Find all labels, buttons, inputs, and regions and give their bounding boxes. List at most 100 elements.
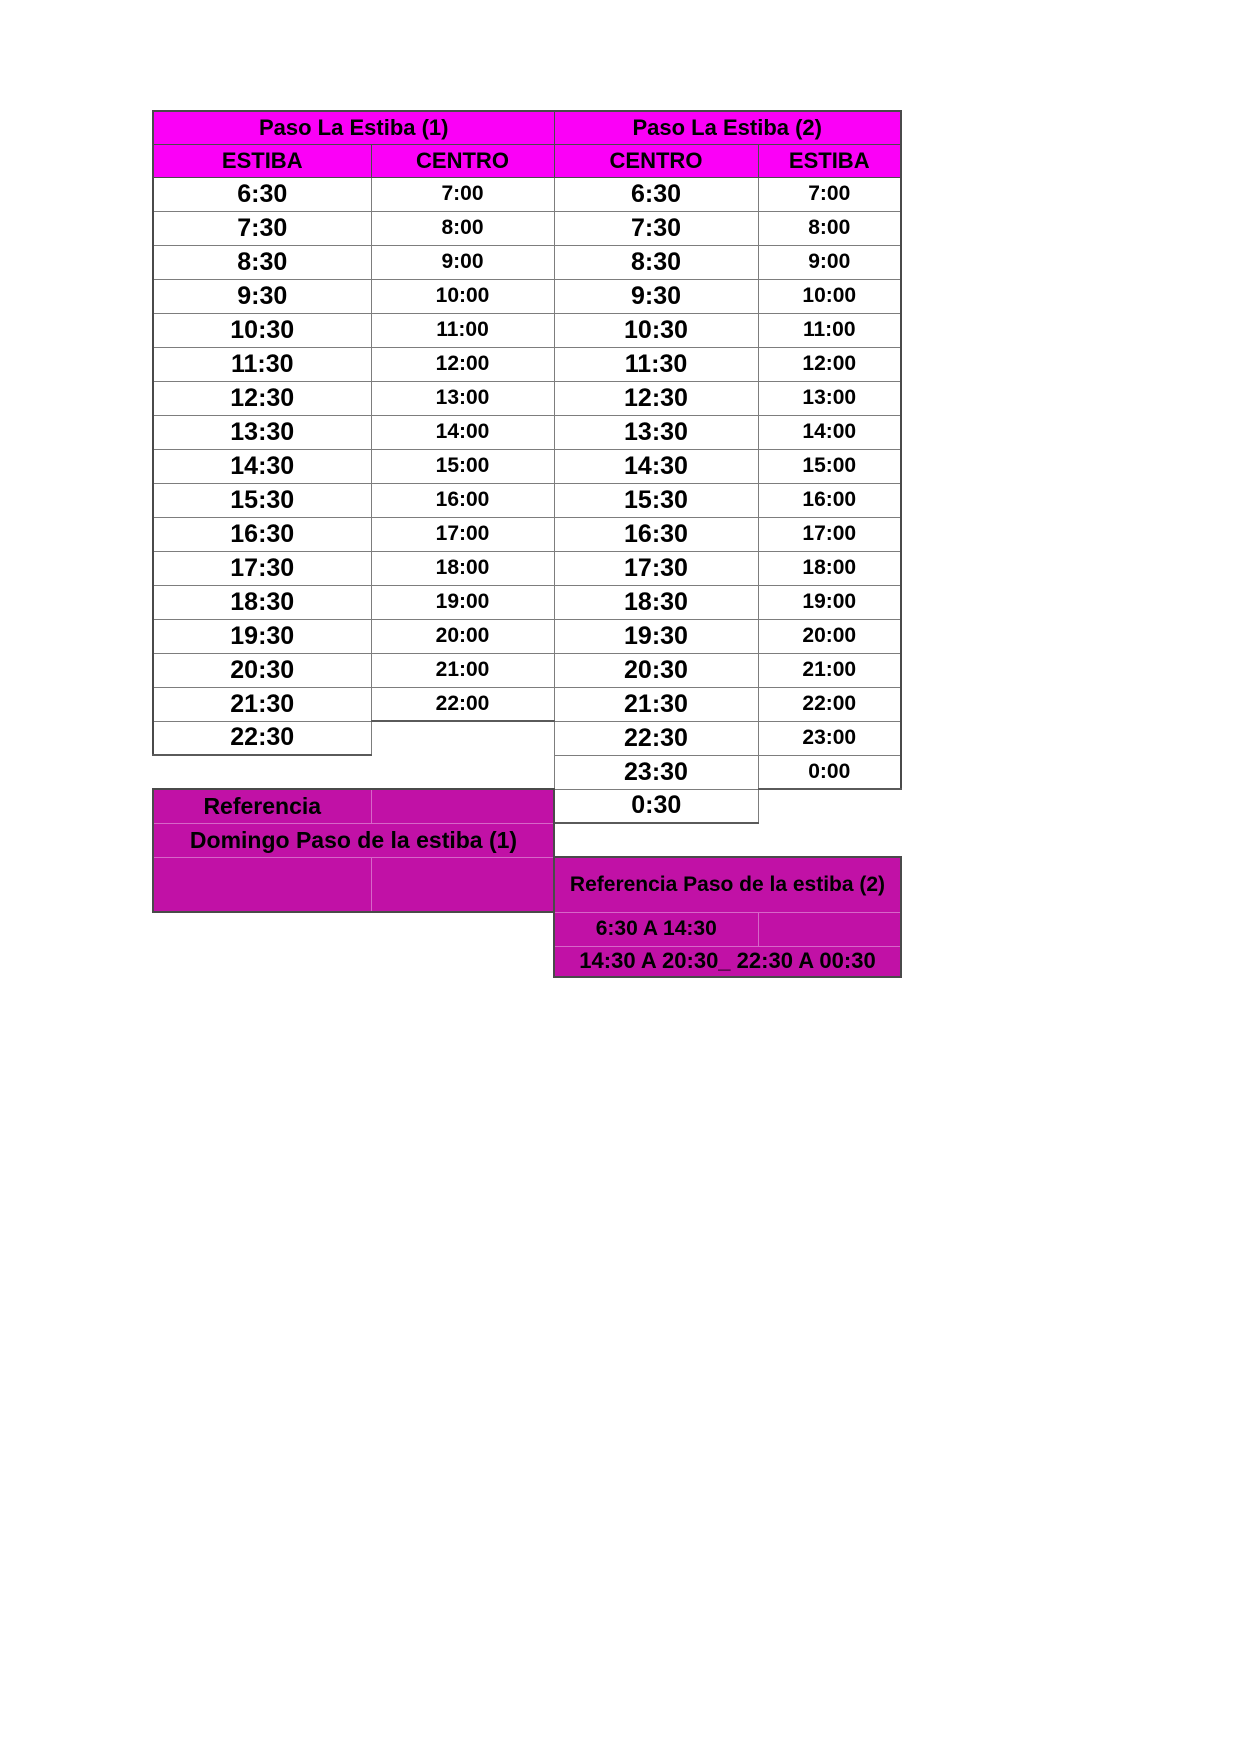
empty-cell — [371, 755, 554, 789]
time-cell: 18:30 — [152, 584, 372, 620]
time-cell: 9:30 — [553, 278, 759, 314]
time-cell: 17:30 — [553, 550, 759, 586]
empty-cell — [153, 912, 554, 946]
time-cell: 22:00 — [370, 686, 555, 722]
table-row: 7:30 8:00 7:30 8:00 — [152, 210, 902, 246]
time-cell: 8:30 — [553, 244, 759, 280]
column-header-row: ESTIBA CENTRO CENTRO ESTIBA — [152, 143, 902, 178]
time-cell: 7:00 — [370, 176, 555, 212]
referencia-2-empty-cell — [757, 911, 902, 947]
schedule-header: Paso La Estiba (1) Paso La Estiba (2) ES… — [152, 110, 902, 178]
time-cell: 14:30 — [152, 448, 372, 484]
table-row: 14:30 A 20:30_ 22:30 A 00:30 — [153, 945, 902, 978]
table-row: 20:30 21:00 20:30 21:00 — [152, 652, 902, 688]
empty-cell — [758, 789, 901, 823]
footer-rows: Referencia 0:30 Domingo Paso de la estib… — [152, 788, 902, 978]
time-cell: 17:00 — [370, 516, 555, 552]
time-cell: 6:30 — [553, 176, 759, 212]
referencia-2-row1: 6:30 A 14:30 — [553, 911, 759, 947]
time-cell: 9:30 — [152, 278, 372, 314]
time-cell: 18:00 — [370, 550, 555, 586]
time-cell: 10:30 — [152, 312, 372, 348]
time-cell: 7:30 — [152, 210, 372, 246]
time-cell: 12:30 — [152, 380, 372, 416]
time-cell: 14:30 — [553, 448, 759, 484]
empty-cell — [371, 721, 554, 755]
table-row: 6:30 7:00 6:30 7:00 — [152, 176, 902, 212]
time-cell: 16:30 — [553, 516, 759, 552]
referencia-1-empty-cell — [152, 856, 372, 913]
time-cell: 22:30 — [553, 720, 759, 756]
time-cell: 8:00 — [757, 210, 902, 246]
column-header-centro-2: CENTRO — [553, 143, 759, 178]
column-header-estiba-1: ESTIBA — [152, 143, 372, 178]
time-cell: 19:30 — [553, 618, 759, 654]
table-row: 23:30 0:00 — [153, 754, 902, 790]
table-row: 22:30 22:30 23:00 — [152, 720, 902, 756]
time-cell: 11:00 — [757, 312, 902, 348]
time-cell: 15:00 — [370, 448, 555, 484]
time-cell: 13:00 — [370, 380, 555, 416]
table-row: 14:30 15:00 14:30 15:00 — [152, 448, 902, 484]
referencia-2-row2: 14:30 A 20:30_ 22:30 A 00:30 — [553, 945, 902, 978]
table-row: 6:30 A 14:30 — [153, 911, 902, 947]
time-cell: 10:00 — [370, 278, 555, 314]
referencia-1-subtitle: Domingo Paso de la estiba (1) — [152, 822, 555, 858]
column-header-centro-1: CENTRO — [370, 143, 555, 178]
referencia-2-title: Referencia Paso de la estiba (2) — [553, 856, 902, 913]
time-cell: 22:30 — [152, 720, 372, 756]
time-cell: 14:00 — [757, 414, 902, 450]
time-cell: 13:30 — [553, 414, 759, 450]
time-cell: 23:00 — [757, 720, 902, 756]
table-row: 16:30 17:00 16:30 17:00 — [152, 516, 902, 552]
schedule-table: Paso La Estiba (1) Paso La Estiba (2) ES… — [152, 110, 902, 978]
time-cell: 11:30 — [152, 346, 372, 382]
time-cell: 23:30 — [553, 754, 759, 790]
time-cell: 19:30 — [152, 618, 372, 654]
time-cell: 13:00 — [757, 380, 902, 416]
table-row: 13:30 14:00 13:30 14:00 — [152, 414, 902, 450]
table-row: Domingo Paso de la estiba (1) — [152, 822, 901, 858]
time-cell: 20:30 — [152, 652, 372, 688]
time-cell: 17:30 — [152, 550, 372, 586]
time-cell: 20:30 — [553, 652, 759, 688]
time-cell: 11:00 — [370, 312, 555, 348]
referencia-1-title: Referencia — [152, 788, 372, 824]
time-cell: 7:30 — [553, 210, 759, 246]
time-cell: 16:00 — [370, 482, 555, 518]
time-cell: 15:30 — [152, 482, 372, 518]
time-cell: 15:00 — [757, 448, 902, 484]
column-header-estiba-2: ESTIBA — [757, 143, 902, 178]
table-row: 21:30 22:00 21:30 22:00 — [152, 686, 902, 722]
time-cell: 22:00 — [757, 686, 902, 722]
time-cell: 20:00 — [757, 618, 902, 654]
time-cell: 21:00 — [370, 652, 555, 688]
table-row: Referencia Paso de la estiba (2) — [152, 856, 902, 913]
group-header-row: Paso La Estiba (1) Paso La Estiba (2) — [152, 110, 902, 145]
time-cell: 9:00 — [757, 244, 902, 280]
time-cell: 19:00 — [757, 584, 902, 620]
referencia-1-empty-cell — [370, 856, 555, 913]
time-cell: 10:30 — [553, 312, 759, 348]
referencia-1-empty-cell — [370, 788, 555, 824]
time-cell: 9:00 — [370, 244, 555, 280]
time-cell: 20:00 — [370, 618, 555, 654]
time-cell: 12:30 — [553, 380, 759, 416]
group-header-paso-la-estiba-2: Paso La Estiba (2) — [553, 110, 902, 145]
time-cell: 11:30 — [553, 346, 759, 382]
time-cell: 8:30 — [152, 244, 372, 280]
time-cell: 13:30 — [152, 414, 372, 450]
table-row: 10:30 11:00 10:30 11:00 — [152, 312, 902, 348]
table-row: 12:30 13:00 12:30 13:00 — [152, 380, 902, 416]
table-row: 8:30 9:00 8:30 9:00 — [152, 244, 902, 280]
group-header-paso-la-estiba-1: Paso La Estiba (1) — [152, 110, 555, 145]
time-cell: 14:00 — [370, 414, 555, 450]
time-cell: 8:00 — [370, 210, 555, 246]
time-cell: 16:30 — [152, 516, 372, 552]
table-row: 11:30 12:00 11:30 12:00 — [152, 346, 902, 382]
time-cell: 16:00 — [757, 482, 902, 518]
time-cell: 7:00 — [757, 176, 902, 212]
time-cell: 21:00 — [757, 652, 902, 688]
table-row: 9:30 10:00 9:30 10:00 — [152, 278, 902, 314]
